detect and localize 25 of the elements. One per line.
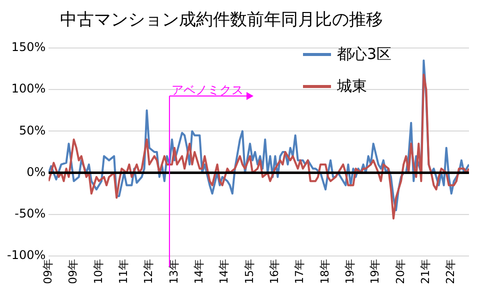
ref-line-label: アベノミクス [171,83,244,98]
x-tick-label: 18年 [318,259,332,284]
chart-title: 中古マンション成約件数前年同月比の推移 [60,9,383,31]
x-tick-label: 09年 [66,259,80,284]
x-tick-label: 19年 [368,259,382,284]
x-tick-label: 20年 [394,259,407,284]
y-tick-label: 0% [26,164,46,179]
y-tick-label: 100% [11,82,46,96]
x-tick-label: 11年 [117,259,130,284]
x-tick-label: 19年 [344,259,357,284]
x-tick-label: 21年 [419,259,432,284]
x-tick-label: 16年 [268,259,282,284]
y-tick-label: 150% [11,40,46,54]
x-tick-label: 17年 [293,259,306,284]
x-tick-label: 12年 [142,259,156,284]
y-tick-label: -50% [14,206,46,221]
legend-label: 都心3区 [337,44,392,64]
y-tick-label: 50% [18,123,46,138]
x-tick-label: 13年 [167,259,180,284]
x-tick-label: 10年 [92,259,105,284]
x-tick-label: 22年 [444,259,458,284]
x-tick-label: 14年 [218,259,231,284]
x-tick-label: 15年 [242,259,256,284]
legend-label: 城東 [337,76,367,96]
x-tick-label: 14年 [192,259,206,284]
